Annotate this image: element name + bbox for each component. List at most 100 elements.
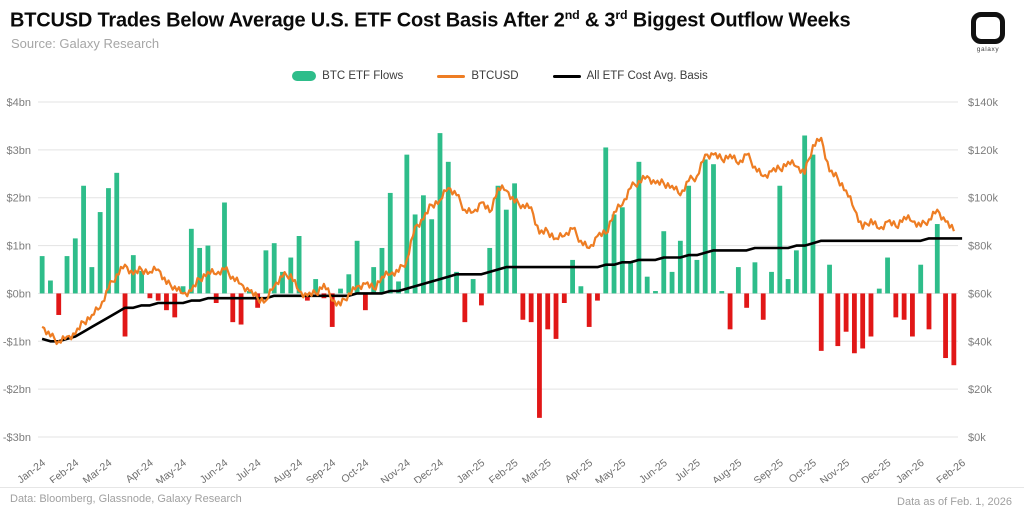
flow-bar: [429, 219, 435, 294]
galaxy-logo: galaxy: [968, 12, 1008, 53]
flow-bar: [901, 293, 907, 320]
flow-bar: [793, 250, 799, 294]
flow-bar: [338, 288, 343, 294]
flow-bar: [454, 271, 459, 294]
y-tick-right: $100k: [968, 193, 998, 205]
y-tick-left: $3bn: [7, 145, 31, 157]
y-tick-left: -$1bn: [3, 336, 31, 348]
y-tick-left: $0bn: [7, 288, 31, 300]
y-tick-right: $0k: [968, 432, 986, 444]
y-axis-right-labels: $140k $120k $100k $80k $60k $40k $20k $0k: [968, 97, 998, 444]
flow-bar: [934, 224, 940, 294]
flow-bar: [520, 293, 526, 320]
flow-bar: [122, 293, 128, 337]
flow-bar: [48, 280, 53, 294]
x-tick-label: Nov-25: [818, 457, 852, 483]
x-tick-label: Aug-24: [271, 457, 305, 483]
flow-bar: [280, 271, 285, 294]
flow-bar: [462, 293, 468, 323]
legend-label: BTCUSD: [471, 70, 519, 82]
x-tick-label: Sep-25: [752, 457, 786, 483]
flow-bar: [868, 293, 874, 337]
flow-bar: [106, 188, 111, 294]
x-tick-label: Mar-24: [81, 457, 115, 483]
flow-bar: [570, 259, 575, 294]
flow-bar: [72, 238, 78, 294]
flow-bar: [603, 147, 609, 294]
flow-bar: [329, 293, 335, 327]
flow-bar: [180, 286, 186, 294]
x-tick-label: Feb-25: [487, 457, 521, 483]
series-cost-basis-line: [41, 237, 963, 343]
flow-bar: [843, 293, 849, 332]
flow-bar: [719, 291, 725, 294]
y-tick-right: $80k: [968, 241, 992, 253]
y-tick-right: $40k: [968, 336, 992, 348]
title-superscript-rd: rd: [615, 8, 628, 22]
x-tick-label: Mar-25: [520, 457, 554, 483]
flow-bar: [851, 293, 857, 354]
footer-divider: [0, 487, 1024, 488]
title-text-mid: & 3: [579, 9, 616, 32]
flow-bar: [810, 154, 816, 294]
galaxy-logo-icon: [971, 12, 1005, 44]
y-tick-left: $1bn: [7, 241, 31, 253]
flow-bar: [503, 209, 509, 294]
x-tick-label: Jan-24: [15, 457, 48, 483]
flow-bar: [943, 293, 948, 359]
flow-bar: [371, 267, 377, 294]
series-btc-etf-flows-bars: [39, 133, 957, 418]
flow-bar: [910, 293, 915, 337]
flow-bar: [827, 264, 832, 294]
flow-bar: [711, 164, 716, 294]
flow-bar: [222, 202, 227, 294]
flow-bar: [147, 293, 153, 299]
x-tick-label: Jun-25: [637, 457, 670, 483]
flow-bar: [586, 293, 592, 327]
legend-item-btc-etf-flows: BTC ETF Flows: [292, 70, 403, 82]
flow-bar: [155, 293, 161, 301]
flow-bar: [802, 135, 808, 294]
flow-bar: [56, 293, 62, 315]
x-tick-label: Feb-26: [934, 457, 968, 483]
footer-data-as-of: Data as of Feb. 1, 2026: [897, 496, 1012, 508]
x-tick-label: Oct-24: [339, 457, 371, 483]
flow-bar: [611, 214, 617, 294]
title-superscript-nd: nd: [564, 8, 580, 22]
chart-area: $4bn $3bn $2bn $1bn $0bn -$1bn -$2bn -$3bn $140k…: [0, 88, 1024, 488]
flow-bar: [495, 185, 501, 294]
flow-bar: [362, 293, 368, 311]
flow-bar: [139, 270, 145, 294]
flow-bar: [619, 207, 625, 294]
flow-bar: [744, 293, 750, 308]
y-tick-left: $2bn: [7, 193, 31, 205]
page-title: BTCUSD Trades Below Average U.S. ETF Cos…: [10, 8, 851, 33]
x-tick-label: Jan-25: [455, 457, 488, 483]
flow-bar: [537, 293, 542, 418]
flow-bar: [951, 293, 957, 366]
flow-bar: [686, 185, 692, 294]
flow-bar: [760, 293, 766, 320]
x-tick-label: Jun-24: [198, 457, 231, 483]
flow-bar: [172, 293, 178, 318]
flow-bar: [412, 214, 418, 294]
x-tick-label: Apr-24: [124, 457, 156, 483]
legend-item-cost-basis: All ETF Cost Avg. Basis: [552, 70, 708, 82]
flow-bar: [39, 256, 45, 294]
flow-bar: [860, 293, 866, 349]
flow-bar: [885, 257, 890, 294]
flow-bar: [346, 274, 352, 294]
flow-bar: [893, 293, 899, 318]
flow-bar: [561, 293, 567, 303]
y-tick-right: $60k: [968, 288, 992, 300]
flow-bar: [205, 245, 211, 294]
flow-bar: [918, 264, 924, 294]
flow-bar: [818, 293, 824, 351]
flow-bar: [578, 286, 584, 294]
flow-bar: [263, 250, 269, 294]
x-tick-label: Aug-25: [710, 457, 744, 483]
flow-bar: [677, 240, 683, 294]
flow-bar: [271, 243, 277, 294]
flow-bar: [230, 293, 236, 323]
